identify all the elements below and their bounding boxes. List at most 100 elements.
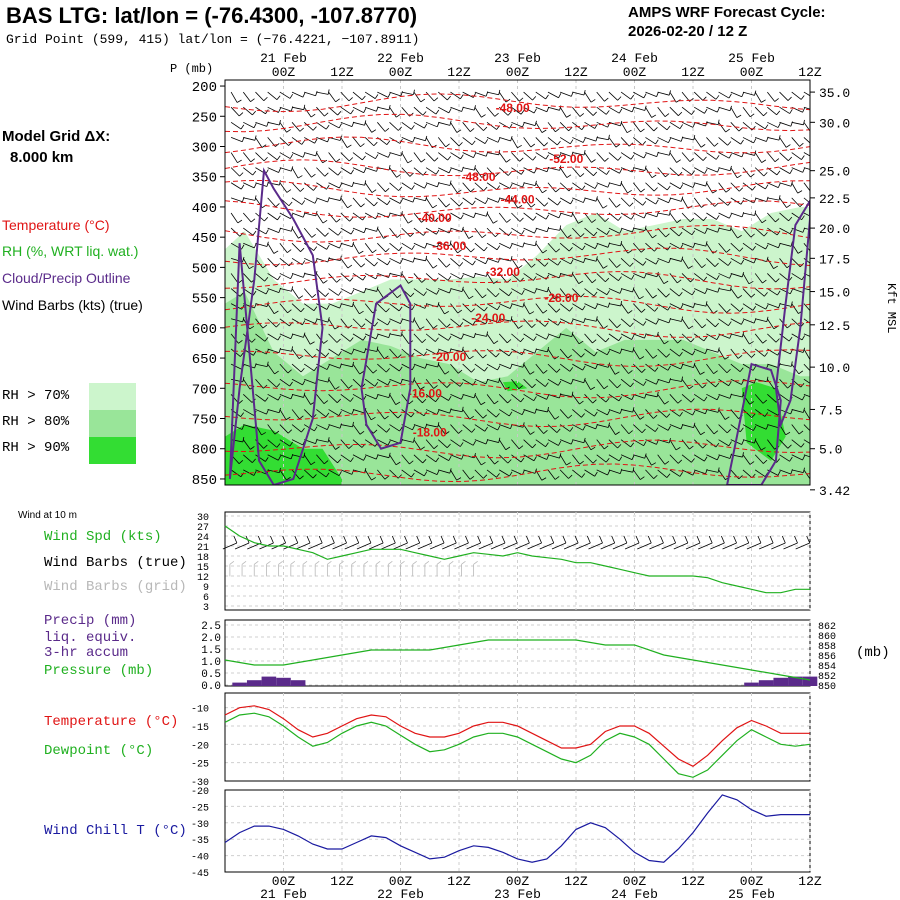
wind-barb: [450, 288, 463, 293]
wind10m-barb-flag: [733, 535, 737, 544]
wind-barb-flag: [496, 305, 501, 311]
wind-barb-flag: [351, 241, 355, 247]
wind-barb-flag: [456, 189, 462, 194]
wind-barb-flag: [619, 348, 623, 354]
wind-barb-flag: [590, 99, 596, 103]
wind-barb: [681, 137, 694, 141]
wind-barb: [547, 122, 556, 133]
wind-barb: [559, 167, 568, 178]
wind-barb: [559, 378, 572, 385]
wind-barb-flag: [654, 427, 659, 432]
wind-barb-flag: [326, 184, 330, 190]
wind-barb-flag: [630, 154, 635, 160]
wind-barb: [340, 363, 353, 368]
wind-barb: [438, 454, 449, 461]
wind-barb: [486, 182, 498, 190]
wind10m-barb: [234, 542, 250, 550]
wind-barb: [767, 106, 777, 116]
wind-barb: [474, 197, 486, 205]
wind-barb-flag: [286, 189, 292, 193]
wind-barb: [291, 122, 301, 132]
bottom-hour-label: 12Z: [447, 874, 471, 889]
wind-barb: [328, 333, 338, 343]
wind-barb-flag: [263, 156, 268, 162]
wind-barb: [377, 242, 386, 253]
wind-barb-flag: [473, 152, 477, 158]
wind-barb-flag: [749, 401, 755, 405]
wind-barb-flag: [533, 108, 537, 114]
wind-barb-flag: [532, 96, 537, 101]
wind-barb: [340, 137, 348, 148]
wind10m-barb: [320, 542, 335, 550]
wind-barb-flag: [811, 189, 815, 192]
wind-barb: [706, 393, 718, 401]
wind-barb: [438, 242, 451, 246]
wind-barb: [730, 273, 743, 278]
wind-barb: [706, 273, 717, 280]
legend-cloud: Cloud/Precip Outline: [2, 270, 131, 286]
wind-barb: [377, 91, 389, 98]
p-tick-label: 800: [192, 443, 217, 459]
wind-barb: [304, 273, 317, 277]
wind-barb: [560, 152, 572, 157]
wind-barb-flag: [716, 335, 720, 340]
p-axis-label: P (mb): [170, 62, 214, 76]
wind-barb: [401, 91, 414, 95]
wind-barb: [767, 394, 777, 403]
wind-barb: [621, 469, 633, 473]
wind-barb: [535, 318, 546, 327]
wind-barb-flag: [497, 197, 501, 203]
wind-barb-flag: [618, 276, 622, 281]
wind-barb-flag: [483, 246, 488, 252]
wind-barb-flag: [325, 124, 330, 130]
wind-barb-flag: [336, 218, 341, 223]
wind-barb-flag: [675, 447, 681, 451]
wind-barb: [267, 91, 278, 100]
wind-barb-flag: [396, 294, 402, 299]
wind-barb-flag: [533, 336, 537, 341]
wind-barb-flag: [521, 169, 525, 175]
wind-barb: [767, 439, 775, 450]
wind-barb: [754, 409, 766, 417]
wind10m-grid-barb-flag: [375, 561, 381, 565]
wind-barb-flag: [631, 107, 635, 113]
wind-barb: [389, 303, 400, 312]
bottom-date-label: 24 Feb: [611, 887, 658, 900]
wind-barb: [572, 394, 580, 405]
wind-barb-flag: [800, 95, 805, 100]
wind-barb: [255, 121, 267, 127]
wind-barb-flag: [729, 333, 732, 339]
wind-barb-flag: [518, 385, 523, 389]
wind-barb: [486, 152, 499, 156]
wind-barb-flag: [495, 353, 500, 358]
wind-barb-flag: [604, 157, 609, 162]
wind-barb: [316, 242, 327, 250]
wind-barb-flag: [545, 94, 549, 100]
wind-barb: [572, 121, 583, 131]
wind-barb-flag: [470, 248, 475, 253]
wind-barb-flag: [690, 398, 695, 403]
wind-barb-flag: [737, 294, 743, 299]
wind-barb: [693, 212, 704, 222]
wind-barb-flag: [570, 259, 574, 265]
wind-barb-flag: [591, 219, 596, 223]
wind-barb-flag: [509, 363, 513, 369]
wind-barb-flag: [724, 356, 730, 360]
wind-barb: [328, 91, 336, 103]
wind10m-barb: [405, 542, 420, 550]
wind-barb: [706, 258, 716, 267]
precip-bar: [744, 682, 759, 686]
wind-barb: [389, 454, 397, 466]
wind-barb: [523, 409, 536, 414]
wind-barb: [401, 212, 409, 224]
wind-barb-flag: [409, 460, 414, 465]
wind-barb: [681, 182, 694, 188]
wind-barb: [511, 409, 523, 416]
wind-barb-flag: [643, 153, 647, 159]
wind-barb-flag: [297, 175, 303, 179]
wind-barb: [803, 439, 810, 444]
wind-barb: [279, 212, 291, 219]
wind-barb: [242, 378, 251, 390]
wind-barb-flag: [336, 278, 341, 283]
wind-barb-flag: [777, 182, 781, 188]
